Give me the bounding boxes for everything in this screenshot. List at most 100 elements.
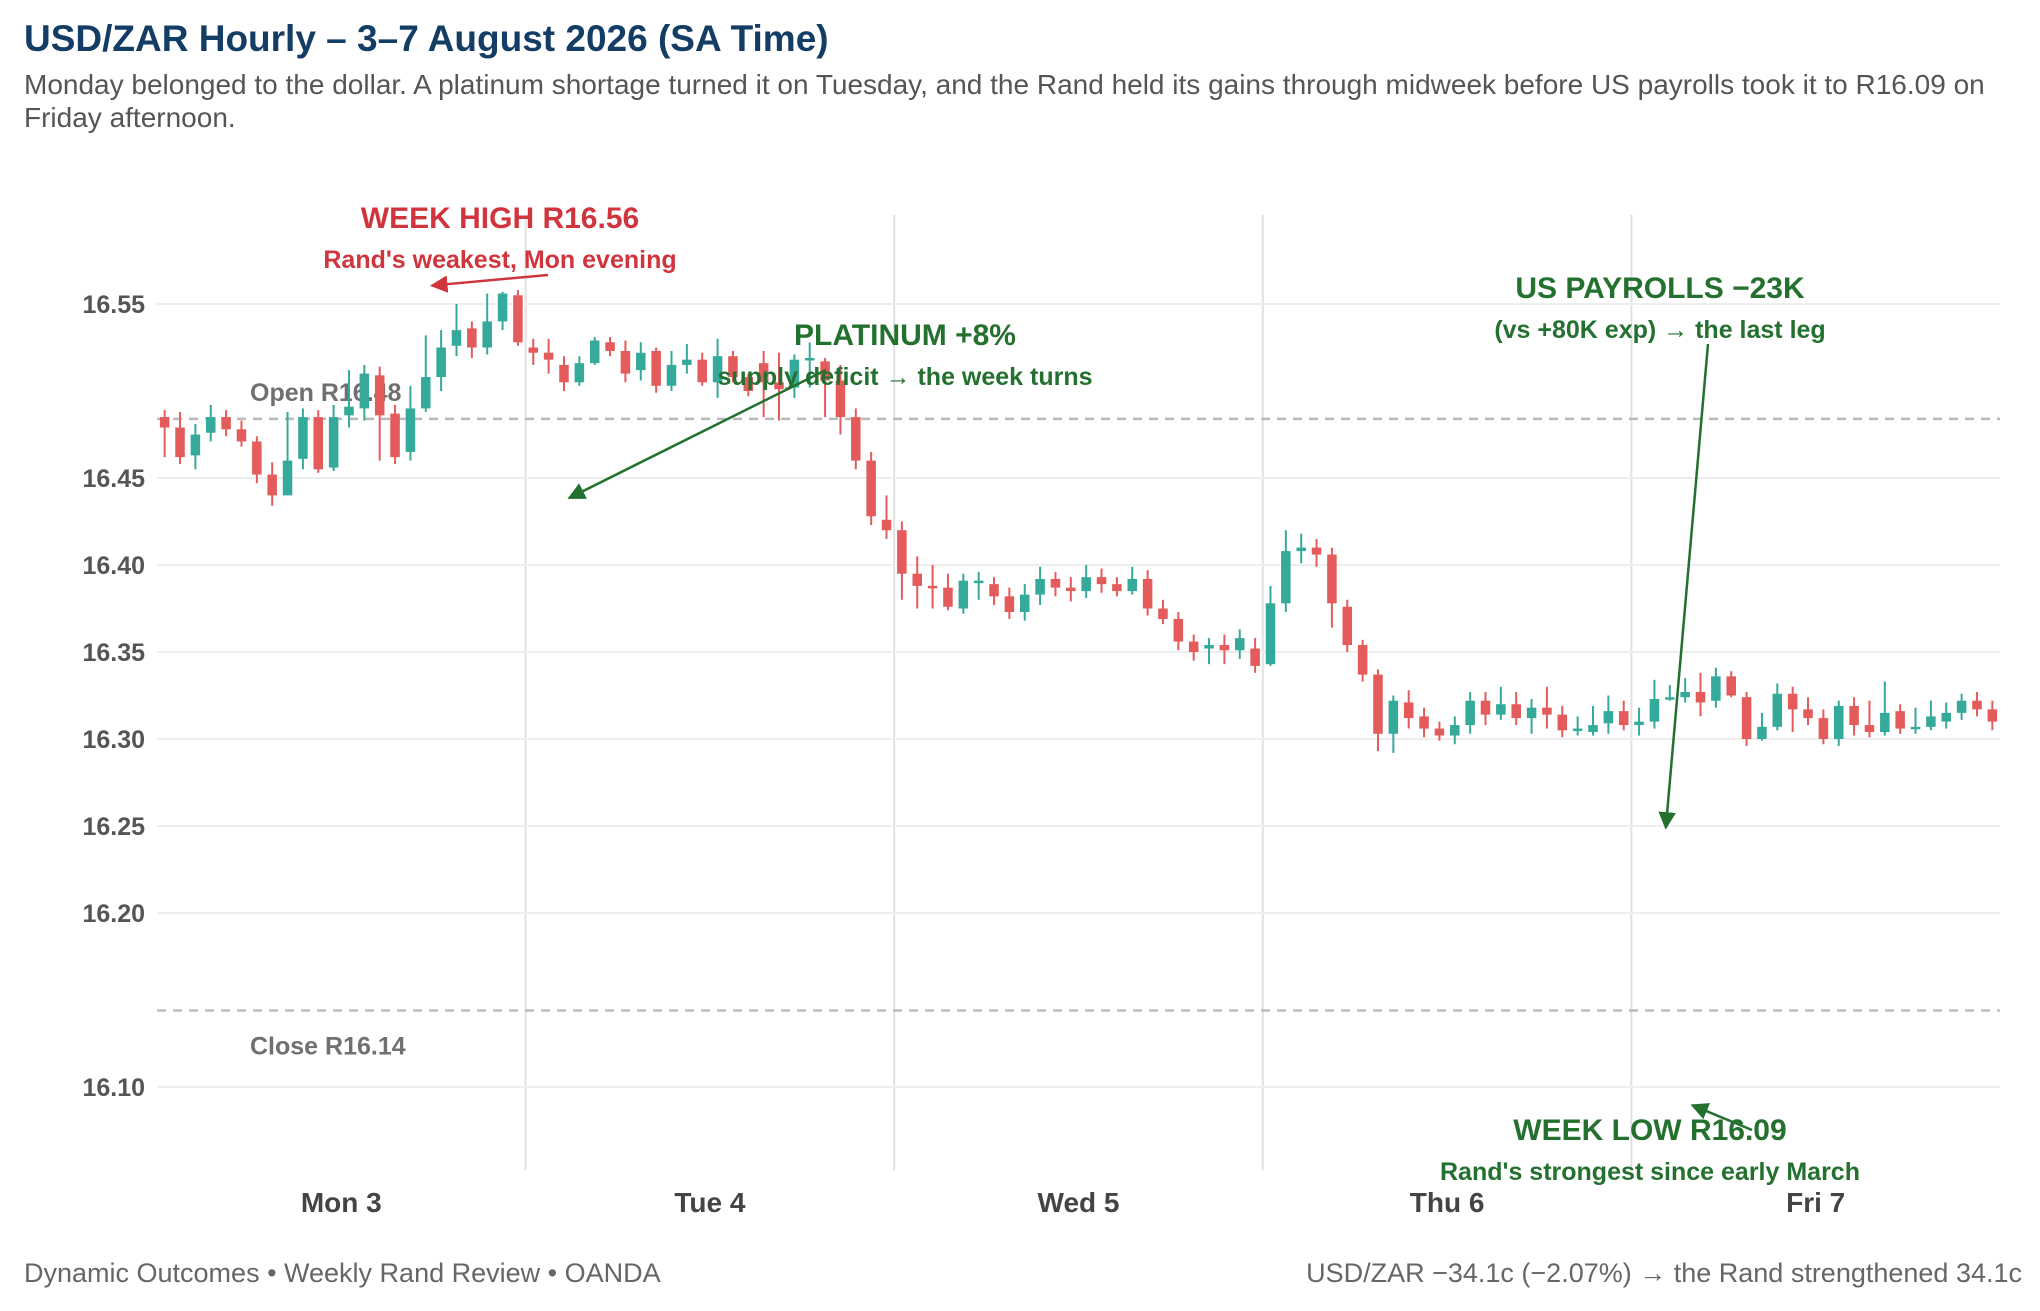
candle	[1926, 700, 1936, 731]
candle-body	[1188, 641, 1199, 652]
candle	[758, 350, 769, 418]
candle-body	[221, 417, 231, 430]
candle	[1787, 686, 1798, 733]
candle-body	[1634, 721, 1644, 726]
candle	[697, 352, 707, 386]
candle-body	[1511, 704, 1521, 719]
candle	[344, 370, 354, 428]
candle	[1327, 547, 1337, 628]
candle	[282, 411, 293, 496]
candle	[1235, 629, 1245, 659]
candle	[1112, 577, 1122, 597]
candle-body	[374, 375, 385, 416]
candle	[851, 408, 861, 470]
candle-body	[1281, 551, 1291, 604]
candle-body	[1695, 692, 1706, 703]
annotation-arrow	[430, 273, 549, 293]
candle	[159, 410, 170, 458]
candle	[1711, 667, 1721, 708]
candle	[559, 356, 569, 391]
candle	[1173, 611, 1184, 651]
candle	[1434, 721, 1445, 741]
candle	[958, 573, 969, 614]
candle	[1818, 709, 1829, 745]
candle	[1803, 697, 1813, 726]
candle	[1833, 700, 1844, 746]
candle-body	[574, 363, 585, 383]
candle	[743, 373, 754, 397]
candle-body	[282, 460, 293, 496]
candle-body	[620, 350, 631, 374]
candle	[359, 364, 370, 421]
candle-body	[1849, 705, 1859, 726]
candle	[1388, 695, 1399, 753]
candle-body	[743, 377, 754, 391]
candle-body	[958, 580, 969, 609]
candle	[682, 344, 692, 374]
candle	[390, 404, 400, 465]
candle	[190, 424, 201, 470]
candle	[1726, 671, 1736, 698]
candle-body	[1726, 676, 1736, 696]
candle	[528, 338, 539, 365]
annotation-note: Rand's weakest, Mon evening	[323, 246, 676, 274]
candle	[1403, 690, 1414, 729]
candle	[1004, 587, 1015, 619]
candle-body	[236, 429, 247, 442]
annotation-note: supply deficit → the week turns	[717, 363, 1092, 391]
candle	[1526, 698, 1537, 734]
candle-body	[1204, 645, 1214, 649]
candle-body	[359, 373, 370, 409]
y-tick-label: 16.25	[82, 813, 145, 841]
candle-body	[1680, 692, 1690, 698]
candle-body	[528, 347, 539, 353]
candle-body	[1127, 578, 1138, 592]
candle	[1941, 702, 1952, 729]
candle-body	[1265, 603, 1276, 665]
annotation-note: Rand's strongest since early March	[1440, 1158, 1860, 1186]
candle	[574, 356, 585, 386]
candle-body	[1711, 676, 1721, 701]
candle	[1849, 697, 1859, 736]
candle	[1357, 639, 1368, 682]
candle-body	[175, 427, 185, 458]
footer-summary: USD/ZAR −34.1c (−2.07%) → the Rand stren…	[1306, 1258, 2022, 1288]
candle	[1511, 692, 1521, 726]
candle-body	[1910, 726, 1921, 730]
candle-body	[1526, 707, 1537, 719]
candle	[221, 410, 231, 437]
candle-body	[682, 359, 692, 365]
candle	[1188, 634, 1199, 661]
candle-body	[513, 295, 523, 343]
candle	[1142, 570, 1153, 616]
annotation-title: WEEK HIGH R16.56	[361, 202, 639, 235]
candle	[1557, 705, 1568, 738]
candle	[1680, 678, 1690, 703]
candle	[789, 354, 800, 398]
y-tick-label: 16.35	[82, 639, 145, 667]
candle-body	[1219, 645, 1230, 651]
candle-body	[1833, 705, 1844, 739]
candle-body	[1434, 728, 1445, 736]
annotation-title: PLATINUM +8%	[794, 319, 1016, 352]
candle-body	[267, 474, 277, 496]
candle	[1618, 700, 1629, 731]
candle-body	[1542, 707, 1552, 715]
y-tick-label: 16.45	[82, 465, 145, 493]
candle	[1419, 707, 1429, 738]
candle-body	[1142, 578, 1153, 609]
candle	[989, 577, 999, 606]
annotation-title: WEEK LOW R16.09	[1513, 1114, 1786, 1147]
candle-body	[482, 321, 492, 348]
candle	[774, 352, 784, 421]
candle	[1695, 672, 1706, 717]
candle	[1895, 704, 1905, 734]
candle	[236, 420, 247, 447]
candle-body	[1096, 577, 1107, 585]
candle-body	[943, 587, 953, 607]
candle-body	[559, 364, 569, 383]
candle	[205, 404, 216, 442]
candle-body	[1603, 711, 1614, 724]
